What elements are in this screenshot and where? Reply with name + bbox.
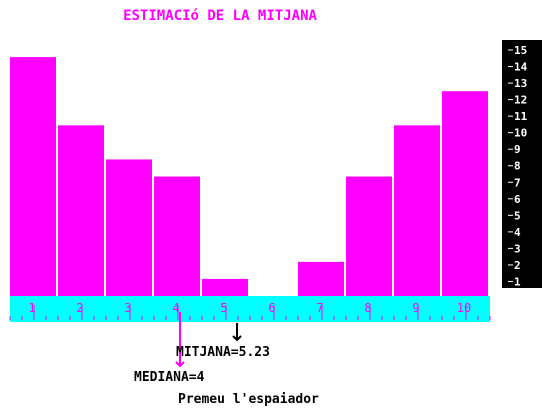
y-tick-label-11: 11: [514, 110, 528, 123]
x-tick-labels: 1 2 3 4 5 6 7 8 9 10: [28, 301, 471, 315]
mean-arrow: [232, 323, 242, 342]
y-tick-label-10: 10: [514, 127, 527, 140]
x-tick-label-6: 6: [268, 301, 275, 315]
y-tick-label-13: 13: [514, 77, 527, 90]
y-tick-label-6: 6: [514, 193, 521, 206]
x-tick-label-1: 1: [28, 301, 35, 315]
bars-group: [10, 57, 488, 296]
bar-1: [10, 57, 56, 296]
bar-2: [58, 125, 104, 296]
y-tick-label-2: 2: [514, 259, 521, 272]
y-tick-label-4: 4: [514, 226, 521, 239]
x-tick-label-4: 4: [172, 301, 179, 315]
mean-label: MITJANA=5.23: [176, 345, 270, 360]
bar-3: [106, 159, 152, 296]
y-tick-label-12: 12: [514, 94, 527, 107]
y-tick-label-15: 15: [514, 44, 527, 57]
y-scale-panel: 1 2 3 4 5 6 7 8 9 10 11 12 13 14 15: [502, 40, 542, 288]
stat-arrows: [175, 312, 242, 368]
y-tick-label-1: 1: [514, 275, 521, 288]
x-minor-ticks: [9, 305, 491, 320]
x-tick-label-2: 2: [76, 301, 83, 315]
y-tick-label-5: 5: [514, 209, 521, 222]
x-tick-label-3: 3: [124, 301, 131, 315]
press-space-prompt: Premeu l'espaiador: [178, 392, 319, 407]
y-tick-label-7: 7: [514, 176, 521, 189]
median-label: MEDIANA=4: [134, 370, 205, 385]
y-tick-label-3: 3: [514, 242, 521, 255]
x-tick-label-9: 9: [412, 301, 419, 315]
y-tick-label-9: 9: [514, 143, 521, 156]
chart-title: ESTIMACIó DE LA MITJANA: [123, 8, 317, 24]
y-tick-label-14: 14: [514, 61, 528, 74]
x-tick-label-10: 10: [457, 301, 471, 315]
bar-8: [346, 176, 392, 296]
bar-5: [202, 278, 248, 296]
x-tick-label-8: 8: [364, 301, 371, 315]
bar-4: [154, 176, 200, 296]
bar-7: [298, 261, 344, 296]
x-tick-label-5: 5: [220, 301, 227, 315]
y-tick-label-8: 8: [514, 160, 521, 173]
bar-9: [394, 125, 440, 296]
median-arrow: [175, 312, 185, 368]
x-tick-label-7: 7: [316, 301, 323, 315]
bar-10: [442, 91, 488, 296]
